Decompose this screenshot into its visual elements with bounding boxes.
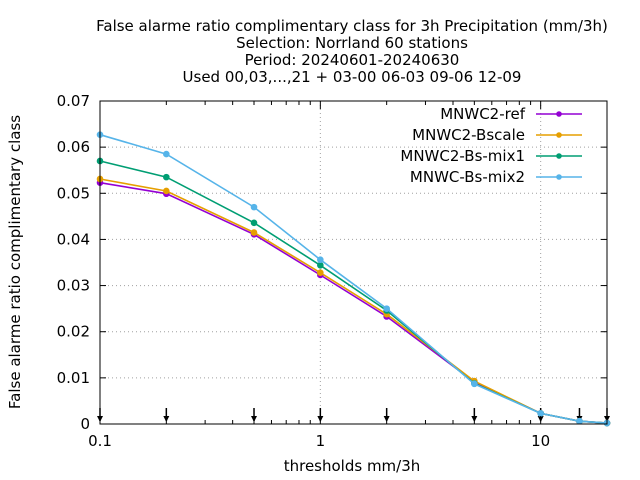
legend-marker (556, 174, 562, 180)
y-tick-label: 0.03 (57, 277, 90, 295)
y-tick-label: 0.01 (57, 369, 90, 387)
threshold-markers (97, 408, 610, 422)
grid-lines (100, 101, 607, 424)
data-point (250, 219, 258, 227)
series-line (99, 160, 608, 424)
legend-marker (556, 132, 562, 138)
legend-label: MNWC2-Bs-mix1 (400, 147, 525, 165)
threshold-marker (251, 408, 258, 422)
legend-label: MNWC2-Bscale (412, 126, 525, 144)
legend-marker (556, 111, 562, 117)
data-point (317, 269, 324, 276)
y-tick-label: 0 (80, 415, 90, 433)
data-point (250, 229, 258, 236)
legend-label: MNWC-Bs-mix2 (410, 168, 525, 186)
series-mnwc2-bs-mix1 (96, 157, 611, 427)
y-tick-label: 0.05 (57, 184, 90, 202)
data-point (163, 150, 170, 158)
data-point (163, 173, 170, 181)
series-line (99, 178, 608, 424)
title-line-1: False alarme ratio complimentary class f… (96, 17, 608, 35)
x-tick-label: 0.1 (88, 432, 112, 450)
legend-entry: MNWC2-ref (440, 105, 582, 123)
legend: MNWC2-ref MNWC2-Bscale MNWC2-Bs-mix1 MNWC-B… (400, 105, 582, 186)
legend-entry: MNWC-Bs-mix2 (410, 168, 582, 186)
series-mnwc2-bscale (96, 175, 611, 427)
y-tick-label: 0.02 (57, 323, 90, 341)
data-point (471, 380, 478, 388)
data-point (576, 417, 583, 425)
legend-marker (556, 153, 562, 159)
data-point (250, 203, 258, 211)
x-axis-label: thresholds mm/3h (284, 457, 421, 475)
y-tick-label: 0.07 (57, 92, 90, 110)
y-tick-label: 0.06 (57, 138, 90, 156)
legend-entry: MNWC2-Bs-mix1 (400, 147, 582, 165)
threshold-marker (383, 408, 390, 422)
data-point (537, 410, 544, 417)
series-mnwc-bs-mix2 (96, 131, 611, 427)
series-line (99, 181, 608, 424)
y-axis-label: False alarme ratio complimentary class (6, 115, 24, 409)
y-axis-ticks: 0 0.01 0.02 0.03 0.04 0.05 0.06 0.07 (57, 92, 607, 433)
data-point (317, 256, 324, 264)
x-tick-label: 1 (316, 432, 326, 450)
plot-frame (99, 100, 608, 425)
data-point (383, 305, 390, 312)
threshold-marker (163, 408, 170, 422)
title-line-4: Used 00,03,...,21 + 03-00 06-03 09-06 12… (183, 68, 522, 86)
x-tick-label: 10 (531, 432, 550, 450)
chart-title: False alarme ratio complimentary class f… (96, 17, 608, 86)
series-line (99, 133, 608, 424)
series-layer (96, 131, 611, 427)
x-axis-ticks: 0.1 1 10 (88, 101, 550, 450)
y-tick-label: 0.04 (57, 230, 90, 248)
legend-entry: MNWC2-Bscale (412, 126, 582, 144)
threshold-marker (471, 408, 478, 422)
data-point (163, 187, 170, 195)
data-point (317, 261, 324, 269)
title-line-2: Selection: Norrland 60 stations (236, 34, 468, 52)
title-line-3: Period: 20240601-20240630 (245, 51, 460, 69)
series-mnwc2-ref (96, 179, 611, 427)
legend-label: MNWC2-ref (440, 105, 525, 123)
